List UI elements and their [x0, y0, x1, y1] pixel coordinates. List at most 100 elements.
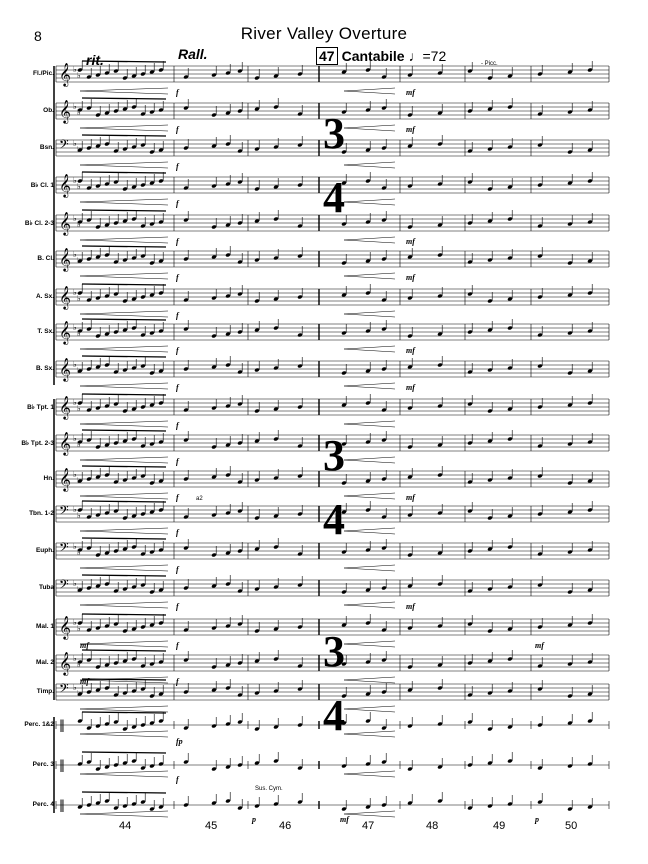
note-head	[131, 759, 137, 763]
note-head	[237, 480, 243, 484]
beam	[81, 60, 167, 63]
note-head	[183, 803, 189, 807]
note-head	[437, 223, 443, 227]
note-head	[122, 76, 128, 80]
note-head	[95, 513, 101, 517]
note-head	[113, 69, 119, 73]
crescendo-hairpin	[343, 730, 396, 738]
beam	[81, 283, 167, 286]
note-head	[507, 74, 513, 78]
bass-clef-icon: 𝄢	[59, 540, 69, 558]
note-head	[183, 186, 189, 190]
note-head	[183, 658, 189, 662]
note-head	[567, 442, 573, 446]
note-head	[341, 662, 347, 666]
note-head	[77, 479, 83, 483]
note-head	[381, 438, 387, 442]
time-sig-top-woodwinds: 3	[323, 109, 345, 158]
note-head	[225, 111, 231, 115]
note-head	[113, 480, 119, 484]
measure-number: 44	[119, 820, 132, 832]
note-head	[158, 179, 164, 183]
note-head	[273, 514, 279, 518]
note-head	[113, 806, 119, 810]
instrument-label: Perc. 1&2	[24, 721, 54, 728]
note-head	[131, 627, 137, 631]
note-head	[365, 259, 371, 263]
note-head	[437, 473, 443, 477]
note-head	[131, 217, 137, 221]
note-head	[225, 765, 231, 769]
flat-icon: ♭	[73, 139, 77, 148]
note-head	[86, 760, 92, 764]
note-head	[381, 546, 387, 550]
note-head	[225, 722, 231, 726]
flat-icon: ♭	[77, 404, 81, 413]
instrument-label: Bsn.	[39, 144, 54, 151]
crescendo-hairpin	[79, 640, 169, 648]
note-head	[487, 691, 493, 695]
note-head	[77, 220, 83, 224]
note-head	[95, 688, 101, 692]
note-head	[140, 723, 146, 727]
note-head	[381, 327, 387, 331]
note-head	[237, 693, 243, 697]
beam	[81, 134, 167, 137]
note-head	[587, 479, 593, 483]
note-head	[273, 759, 279, 763]
note-head	[507, 437, 513, 441]
note-head	[273, 689, 279, 693]
beam	[81, 245, 167, 248]
note-head	[587, 108, 593, 112]
note-head	[95, 801, 101, 805]
note-head	[113, 370, 119, 374]
measure-number: 45	[205, 820, 218, 832]
crescendo-hairpin	[79, 310, 169, 318]
time-sig-top-brass: 3	[323, 431, 345, 480]
note-head	[225, 443, 231, 447]
note-head	[567, 623, 573, 627]
note-head	[77, 692, 83, 696]
note-head	[104, 223, 110, 227]
beam	[81, 649, 167, 652]
note-head	[149, 371, 155, 375]
treble-clef-icon: 𝄞	[59, 431, 71, 456]
note-head	[487, 439, 493, 443]
note-head	[140, 444, 146, 448]
note-head	[122, 478, 128, 482]
note-head	[437, 111, 443, 115]
note-head	[381, 186, 387, 190]
note-head	[113, 402, 119, 406]
note-head	[365, 179, 371, 183]
note-head	[104, 624, 110, 628]
note-head	[407, 73, 413, 77]
note-head	[381, 477, 387, 481]
note-head	[407, 184, 413, 188]
note-head	[365, 440, 371, 444]
note-head	[587, 508, 593, 512]
note-head	[140, 143, 146, 147]
note-head	[567, 590, 573, 594]
flat-icon: ♭	[77, 660, 81, 669]
metronome-mark: =72	[422, 48, 447, 64]
note-head	[77, 329, 83, 333]
dynamic-mf: mf	[406, 273, 415, 282]
note-head	[297, 72, 303, 76]
note-head	[407, 445, 413, 449]
flat-icon: ♭	[73, 683, 77, 692]
staff: 𝄞♭♭	[55, 429, 610, 464]
beam	[81, 574, 167, 577]
note-head	[77, 369, 83, 373]
note-head	[537, 625, 543, 629]
instrument-label: Perc. 3	[32, 761, 54, 768]
note-head	[254, 587, 260, 591]
note-head	[341, 331, 347, 335]
note-head	[365, 220, 371, 224]
note-head	[183, 257, 189, 261]
note-head	[104, 253, 110, 257]
note-head	[158, 369, 164, 373]
rit-marking: rit.	[86, 52, 104, 68]
note-head	[149, 510, 155, 514]
crescendo-hairpin	[343, 601, 396, 609]
note-head	[237, 402, 243, 406]
